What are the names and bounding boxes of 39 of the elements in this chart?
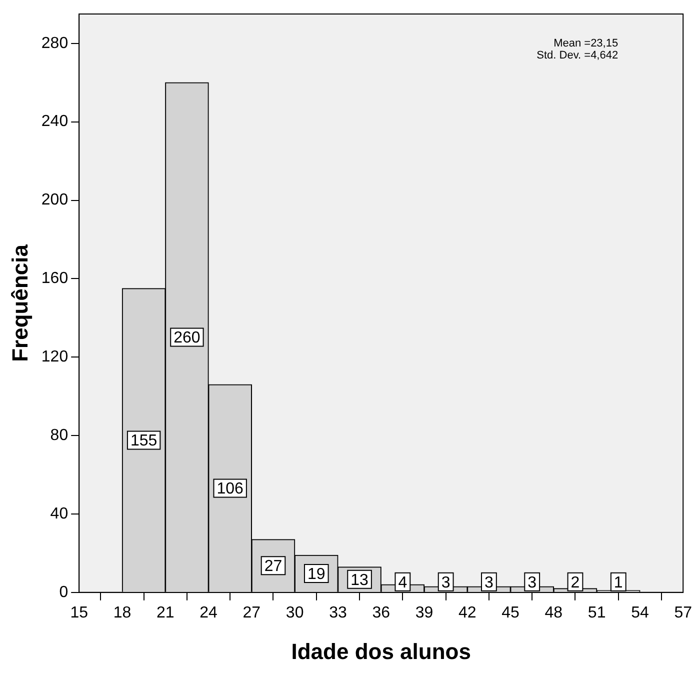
data-label: 27 [264,558,282,576]
x-tick-label: 36 [372,604,390,622]
x-axis-title: Idade dos alunos [291,638,471,664]
x-tick-label: 54 [631,604,649,622]
data-label: 2 [570,574,580,592]
y-axis-title: Frequência [7,244,32,362]
data-label: 3 [484,574,494,592]
x-tick-label: 45 [502,604,520,622]
x-tick-label: 57 [674,604,692,622]
x-tick-label: 18 [113,604,132,622]
y-tick-label: 280 [41,34,68,52]
annotation: Mean =23,15 [554,38,618,50]
y-tick-label: 0 [59,584,68,601]
data-label: 4 [398,574,408,592]
x-tick-label: 39 [415,604,434,622]
y-tick-label: 120 [41,348,68,366]
data-label: 3 [441,574,450,592]
y-tick-label: 40 [50,505,68,522]
x-tick-label: 15 [70,604,88,622]
y-tick-label: 80 [50,426,68,444]
y-tick-label: 200 [41,192,68,209]
data-label: 1 [614,574,623,592]
data-label: 106 [216,480,244,498]
y-tick-label: 240 [41,113,68,130]
x-tick-label: 33 [329,604,347,622]
data-label: 19 [307,566,326,583]
data-label: 155 [130,432,158,450]
x-tick-label: 30 [286,604,304,622]
annotation: Std. Dev. =4,642 [536,50,618,62]
y-tick-label: 160 [41,270,68,288]
x-tick-label: 48 [544,604,563,622]
x-tick-label: 21 [156,604,174,622]
data-label: 3 [528,574,537,592]
x-tick-label: 42 [458,604,476,622]
data-label: 260 [174,330,200,347]
x-tick-label: 51 [588,604,606,622]
x-tick-label: 27 [242,604,261,622]
data-label: 13 [350,572,369,589]
x-tick-label: 24 [200,604,218,622]
